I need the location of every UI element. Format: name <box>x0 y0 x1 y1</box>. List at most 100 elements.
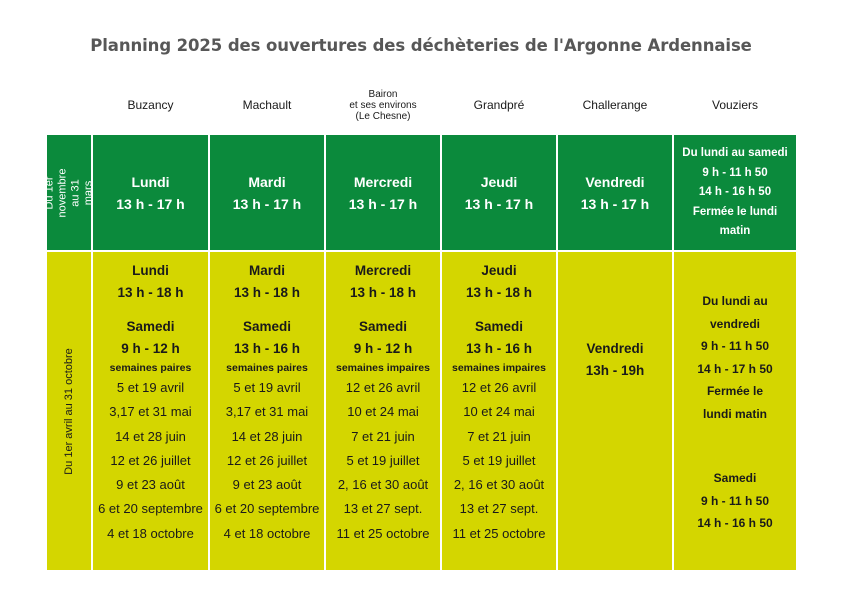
weeks-label: semaines paires <box>226 362 308 374</box>
period-label-summer: Du 1er avril au 31 octobre <box>47 252 91 570</box>
saturday-line: 14 h - 16 h 50 <box>697 516 773 530</box>
column-header-machault: Machault <box>242 97 292 112</box>
winter-cell-vouziers: Du lundi au samedi 9 h - 11 h 50 14 h - … <box>674 135 796 250</box>
schedule-line: Fermée le <box>706 384 764 398</box>
date-line: 12 et 26 juillet <box>110 452 191 468</box>
schedule-line: matin <box>719 225 751 238</box>
day-label: Mercredi <box>354 263 412 278</box>
hours-label: 13 h - 17 h <box>348 195 418 212</box>
hours-label: 13 h - 17 h <box>232 195 302 212</box>
date-line: 6 et 20 septembre <box>214 501 320 517</box>
weeks-label: semaines impaires <box>336 362 430 374</box>
period-label-winter-text: Du 1er novembre au 31 mars <box>47 168 91 217</box>
day-label: Vendredi <box>586 341 644 356</box>
winter-cell-bairon: Mercredi 13 h - 17 h <box>326 135 440 250</box>
date-line: 5 et 19 juillet <box>346 452 420 468</box>
schedule-line: vendredi <box>709 316 760 331</box>
saturday-label: Samedi <box>474 319 524 334</box>
page-title: Planning 2025 des ouvertures des déchète… <box>90 36 752 55</box>
schedule-line: 14 h - 16 h 50 <box>698 186 772 199</box>
column-header-buzancy: Buzancy <box>127 97 174 112</box>
date-line: 3,17 et 31 mai <box>225 404 309 420</box>
summer-cell-buzancy: Lundi 13 h - 18 h Samedi 9 h - 12 h sema… <box>93 252 208 570</box>
saturday-label: Samedi <box>242 319 292 334</box>
schedule-line: Du lundi au <box>702 294 768 308</box>
summer-cell-bairon: Mercredi 13 h - 18 h Samedi 9 h - 12 h s… <box>326 252 440 570</box>
hours-label: 13 h - 17 h <box>116 195 185 212</box>
date-line: 5 et 19 juillet <box>462 452 536 468</box>
saturday-label: Samedi <box>126 319 175 334</box>
summer-cell-grandpre: Jeudi 13 h - 18 h Samedi 13 h - 16 h sem… <box>442 252 556 570</box>
summer-cell-vouziers: Du lundi au vendredi 9 h - 11 h 50 14 h … <box>674 252 796 570</box>
saturday-hours: 13 h - 16 h <box>465 341 533 356</box>
weeks-label: semaines paires <box>109 362 192 374</box>
column-header-challerange: Challerange <box>582 97 648 112</box>
schedule-line: 14 h - 17 h 50 <box>697 361 773 376</box>
hours-label: 13 h - 18 h <box>349 285 417 300</box>
day-label: Lundi <box>132 263 169 278</box>
date-line: 6 et 20 septembre <box>98 501 203 517</box>
winter-cell-grandpre: Jeudi 13 h - 17 h <box>442 135 556 250</box>
winter-cell-machault: Mardi 13 h - 17 h <box>210 135 324 250</box>
date-line: 3,17 et 31 mai <box>109 404 192 420</box>
period-label-winter: Du 1er novembre au 31 mars <box>47 135 91 250</box>
winter-cell-challerange: Vendredi 13 h - 17 h <box>558 135 672 250</box>
summer-cell-machault: Mardi 13 h - 18 h Samedi 13 h - 16 h sem… <box>210 252 324 570</box>
saturday-label: Samedi <box>358 319 408 334</box>
date-line: 12 et 26 avril <box>461 380 537 395</box>
date-line: 14 et 28 juin <box>115 428 186 444</box>
day-label: Jeudi <box>480 173 518 190</box>
date-line: 14 et 28 juin <box>231 428 303 444</box>
schedule-line: Du lundi au samedi <box>682 147 788 160</box>
saturday-line: 9 h - 11 h 50 <box>700 493 770 508</box>
day-label: Lundi <box>131 173 170 190</box>
hours-label: 13 h - 18 h <box>233 285 301 300</box>
hours-label: 13h - 19h <box>585 363 645 378</box>
date-line: 10 et 24 mai <box>463 404 535 420</box>
day-label: Mardi <box>248 173 286 190</box>
date-line: 5 et 19 avril <box>233 380 301 395</box>
date-line: 13 et 27 sept. <box>343 501 423 517</box>
schedule-line: lundi matin <box>703 406 767 421</box>
winter-cell-buzancy: Lundi 13 h - 17 h <box>93 135 208 250</box>
saturday-line: Samedi <box>713 471 757 485</box>
column-header-bairon-name: Bairon <box>368 88 398 100</box>
hours-label: 13 h - 17 h <box>580 195 650 212</box>
date-line: 9 et 23 août <box>232 477 302 493</box>
date-line: 10 et 24 mai <box>347 404 419 420</box>
date-line: 12 et 26 juillet <box>226 452 308 468</box>
saturday-hours: 9 h - 12 h <box>121 341 180 356</box>
date-line: 11 et 25 octobre <box>452 525 546 541</box>
saturday-hours: 13 h - 16 h <box>233 341 301 356</box>
day-label: Mercredi <box>353 173 413 190</box>
date-line: 13 et 27 sept. <box>459 501 539 517</box>
schedule-line: 9 h - 11 h 50 <box>700 339 770 353</box>
schedule-line: 9 h - 11 h 50 <box>702 166 768 179</box>
hours-label: 13 h - 18 h <box>465 285 533 300</box>
period-label-summer-text: Du 1er avril au 31 octobre <box>62 347 75 475</box>
summer-cell-challerange: Vendredi 13h - 19h <box>558 252 672 570</box>
day-label: Jeudi <box>481 263 517 278</box>
date-line: 5 et 19 avril <box>116 380 185 395</box>
date-line: 2, 16 et 30 août <box>337 477 429 493</box>
weeks-label: semaines impaires <box>452 362 546 374</box>
schedule-line: Fermée le lundi <box>692 205 778 218</box>
date-line: 7 et 21 juin <box>467 428 531 444</box>
column-header-vouziers: Vouziers <box>711 97 759 112</box>
column-header-bairon-line3: (Le Chesne) <box>355 110 411 122</box>
day-label: Vendredi <box>585 173 645 190</box>
date-line: 2, 16 et 30 août <box>453 477 545 493</box>
hours-label: 13 h - 18 h <box>117 285 184 300</box>
column-header-grandpre: Grandpré <box>473 97 525 112</box>
day-label: Mardi <box>248 263 285 278</box>
date-line: 12 et 26 avril <box>345 380 421 395</box>
date-line: 4 et 18 octobre <box>107 525 194 541</box>
date-line: 9 et 23 août <box>116 477 185 493</box>
column-header-bairon: Bairon et ses environs (Le Chesne) <box>326 80 440 130</box>
date-line: 4 et 18 octobre <box>223 525 311 541</box>
column-header-bairon-line2: et ses environs <box>349 99 417 111</box>
date-line: 11 et 25 octobre <box>336 525 430 541</box>
hours-label: 13 h - 17 h <box>464 195 534 212</box>
saturday-hours: 9 h - 12 h <box>353 341 413 356</box>
date-line: 7 et 21 juin <box>351 428 415 444</box>
